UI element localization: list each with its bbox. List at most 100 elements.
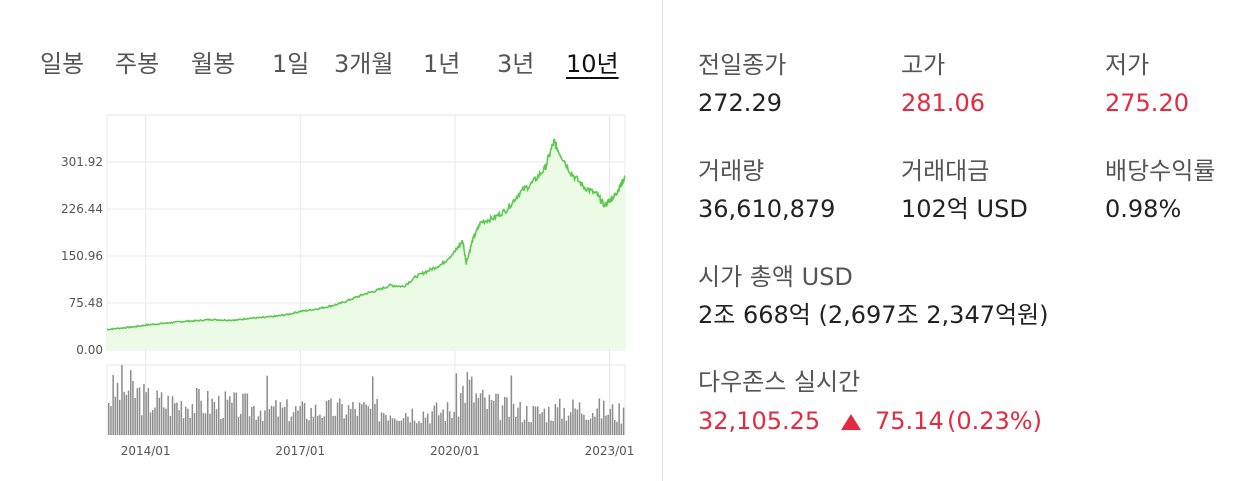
volume-bar xyxy=(572,399,574,435)
volume-bar xyxy=(226,399,229,435)
volume-bar xyxy=(136,388,139,435)
index-value: 32,105.25 xyxy=(698,407,821,435)
volume-bar xyxy=(490,399,493,435)
volume-bar xyxy=(422,411,425,435)
volume-bar xyxy=(475,393,477,435)
y-tick-label: 150.96 xyxy=(61,249,103,263)
market-cap-value: 2조 668억 (2,697조 2,347억원) xyxy=(698,301,1049,329)
volume-bar xyxy=(567,415,570,435)
turnover-label: 거래대금 xyxy=(901,157,990,185)
volume-bar xyxy=(246,393,249,435)
volume-bar xyxy=(270,405,273,435)
tab-1year[interactable]: 1년 xyxy=(423,50,461,78)
volume-bar xyxy=(259,410,262,435)
volume-bar xyxy=(396,420,398,435)
volume-bar xyxy=(504,396,506,435)
volume-bar xyxy=(592,413,594,435)
volume-bar xyxy=(218,395,220,435)
volume-bar xyxy=(231,402,233,435)
volume-bar xyxy=(438,415,440,435)
volume-bar xyxy=(482,389,484,435)
tab-weekly[interactable]: 주봉 xyxy=(115,50,160,78)
volume-bar xyxy=(196,388,198,435)
volume-bar xyxy=(345,414,348,435)
volume-bar xyxy=(534,406,537,435)
volume-bar xyxy=(281,407,284,435)
volume-bar xyxy=(152,410,154,435)
volume-bar xyxy=(449,411,451,435)
volume-bar xyxy=(420,422,422,435)
volume-bar xyxy=(237,417,240,435)
x-tick-label: 2017/01 xyxy=(275,444,325,458)
volume-bar xyxy=(451,418,453,435)
volume-bar xyxy=(306,419,308,435)
tab-10year[interactable]: 10년 xyxy=(566,50,619,78)
volume-bar xyxy=(154,407,156,435)
x-tick-label: 2020/01 xyxy=(430,444,480,458)
volume-bar xyxy=(207,391,209,435)
tab-monthly[interactable]: 월봉 xyxy=(191,50,236,78)
volume-bar xyxy=(493,401,495,435)
volume-bar xyxy=(587,420,590,435)
index-change-pct: (0.23%) xyxy=(947,407,1042,435)
volume-bar xyxy=(325,400,328,435)
volume-bar xyxy=(429,423,431,435)
volume-bar xyxy=(365,404,367,435)
volume-bar xyxy=(156,390,158,435)
market-cap-label: 시가 총액 USD xyxy=(698,263,853,291)
volume-bar xyxy=(279,402,282,435)
volume-bar xyxy=(603,400,605,435)
volume-bar xyxy=(537,406,539,435)
volume-bar xyxy=(539,413,541,435)
volume-bar xyxy=(389,415,392,435)
volume-bar xyxy=(343,418,345,435)
chart-panel: 일봉 주봉 월봉 1일 3개월 1년 3년 10년 301.92 226.44 15… xyxy=(40,50,634,458)
volume-bar xyxy=(187,408,189,435)
volume-bar xyxy=(440,412,442,435)
volume-bar xyxy=(499,420,502,435)
tab-3month[interactable]: 3개월 xyxy=(334,50,394,78)
volume-bar xyxy=(532,406,535,435)
stats-panel: 전일종가 272.29 고가 281.06 저가 275.20 거래량 36,6… xyxy=(663,0,1256,481)
volume-bar xyxy=(545,422,548,435)
tab-3year[interactable]: 3년 xyxy=(497,50,535,78)
volume-bar xyxy=(383,413,385,435)
volume-bar xyxy=(114,396,117,435)
volume-bar xyxy=(334,415,337,435)
tab-daily[interactable]: 일봉 xyxy=(40,50,85,78)
volume-bar xyxy=(233,392,235,435)
volume-bar xyxy=(160,392,163,435)
volume-bar xyxy=(416,423,418,435)
volume-bar xyxy=(116,382,119,435)
volume-bar xyxy=(277,416,279,435)
volume-bar xyxy=(299,406,301,435)
volume-bar xyxy=(290,416,293,435)
volume-bar xyxy=(486,409,488,435)
prev-close-value: 272.29 xyxy=(698,89,782,117)
dividend-yield-label: 배당수익률 xyxy=(1105,157,1216,185)
volume-bar xyxy=(171,396,174,435)
volume-bar xyxy=(191,404,194,435)
volume-bar xyxy=(323,416,326,435)
volume-bar xyxy=(297,410,299,435)
volume-bar xyxy=(574,408,576,435)
volume-bar xyxy=(378,421,381,435)
volume-bar xyxy=(174,403,176,435)
volume-bar xyxy=(453,412,455,435)
volume-bar xyxy=(134,398,136,435)
volume-bar xyxy=(165,408,167,435)
volume-bar xyxy=(143,384,145,435)
volume-bar xyxy=(350,408,352,435)
volume-bar xyxy=(204,413,207,435)
volume-bar xyxy=(185,406,187,435)
tab-1day[interactable]: 1일 xyxy=(272,50,310,78)
volume-bar xyxy=(147,388,150,435)
volume-bar xyxy=(552,421,554,435)
high-label: 고가 xyxy=(901,51,946,79)
volume-bar xyxy=(554,403,557,435)
low-value: 275.20 xyxy=(1105,89,1189,117)
volume-bar xyxy=(372,376,374,435)
volume-bar xyxy=(605,415,607,435)
volume-bar xyxy=(398,420,400,435)
volume-bar xyxy=(521,422,524,435)
